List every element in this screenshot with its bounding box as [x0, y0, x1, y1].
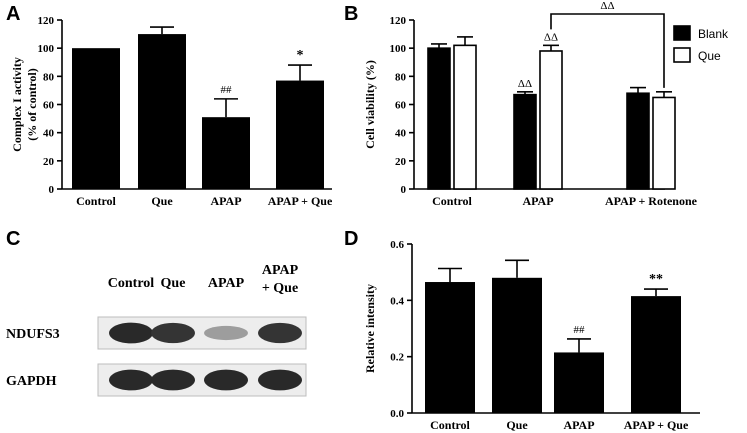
bar-d-1	[492, 277, 542, 413]
x-tick-label-b: Control	[432, 194, 472, 208]
y-axis-label-a-line: Complex I activity	[10, 57, 24, 152]
chart-d-y-tick-label: 0.2	[390, 352, 404, 364]
chart-b-y-tick-label: 40	[395, 128, 407, 140]
annotation-a: *	[297, 48, 304, 63]
blot-band	[109, 369, 153, 391]
blot-band	[109, 322, 153, 344]
bar-b-1-0	[453, 44, 477, 190]
annotation-b: ΔΔ	[544, 31, 558, 43]
y-axis-label-b-line: Cell viability (%)	[363, 60, 377, 149]
chart-b-y-tick-label: 0	[401, 184, 407, 196]
bar-d-2	[554, 352, 604, 413]
chart-b-y-tick-label: 120	[390, 15, 407, 27]
chart-b-y-tick-label: 20	[395, 156, 407, 168]
western-blot-c: Control Que APAP APAP + Que NDUFS3 GAPDH	[6, 263, 307, 397]
blot-lane-label: Control	[108, 276, 155, 291]
x-tick-label-d: APAP	[563, 418, 594, 432]
chart-a-y-tick-label: 100	[38, 43, 55, 55]
bar-d-3	[631, 296, 681, 413]
bar-a-3	[276, 80, 324, 189]
panel-letter-d: D	[344, 228, 358, 250]
y-axis-label-a: Complex I activity(% of control)	[10, 57, 39, 152]
bar-a-1	[138, 34, 186, 190]
x-tick-label-d: Control	[430, 418, 470, 432]
legend-swatch-1	[673, 47, 691, 63]
chart-b-y-tick-label: 60	[395, 100, 407, 112]
chart-d-y-tick-label: 0.4	[390, 295, 404, 307]
annotation-d: **	[649, 272, 663, 287]
annotation-a: ##	[221, 84, 233, 96]
blot-lane-label: APAP	[262, 263, 299, 278]
chart-d-y-tick-label: 0.0	[390, 408, 404, 420]
y-axis-label-b: Cell viability (%)	[363, 60, 377, 149]
blot-band	[204, 369, 248, 391]
y-axis-label-a-line: (% of control)	[25, 68, 39, 140]
chart-a-y-tick-label: 0	[49, 184, 55, 196]
x-tick-label-a: APAP + Que	[268, 194, 333, 208]
panel-letter-a: A	[6, 3, 20, 25]
bar-b-1-1	[539, 50, 563, 190]
legend-label-1: Que	[698, 49, 721, 63]
x-tick-label-a: APAP	[210, 194, 241, 208]
significance-bracket-b	[550, 13, 665, 88]
chart-a-y-tick-label: 60	[43, 100, 55, 112]
chart-d: 0.0 0.2 0.4 0.6 Control Que APAP ## APAP + Que **…	[363, 239, 700, 432]
panel-letter-c: C	[6, 228, 20, 250]
y-axis-label-d-line: Relative intensity	[363, 284, 377, 373]
blot-band	[204, 325, 248, 341]
bar-a-2	[202, 117, 250, 189]
legend-label-0: Blank	[698, 27, 729, 41]
blot-lane-label: APAP	[208, 276, 245, 291]
chart-a-y-tick-label: 40	[43, 128, 55, 140]
bar-d-0	[425, 282, 475, 413]
chart-a-y-tick-label: 20	[43, 156, 55, 168]
bar-b-1-2	[652, 96, 676, 190]
blot-band	[258, 369, 302, 391]
blot-lane-label: + Que	[262, 281, 298, 296]
blot-band	[151, 369, 195, 391]
panel-letter-b: B	[344, 3, 358, 25]
annotation-d: ##	[574, 324, 586, 336]
bar-a-0	[72, 48, 120, 189]
x-tick-label-b: APAP	[522, 194, 553, 208]
blot-lane-label: Que	[161, 276, 186, 291]
annotation-b: ΔΔ	[518, 78, 532, 90]
x-tick-label-a: Que	[151, 194, 173, 208]
x-tick-label-a: Control	[76, 194, 116, 208]
bracket-annotation-b: ΔΔ	[600, 0, 614, 12]
blot-row-label: GAPDH	[6, 374, 57, 389]
bar-b-0-1	[513, 93, 537, 190]
blot-band	[151, 322, 195, 344]
x-tick-label-d: APAP + Que	[624, 418, 689, 432]
blot-row-label: NDUFS3	[6, 327, 60, 342]
chart-a-y-tick-label: 120	[38, 15, 55, 27]
chart-b-y-tick-label: 100	[390, 43, 407, 55]
bar-b-0-2	[626, 92, 650, 190]
chart-a: 0 20 40 60 80 100 120 Control Que APAP ## APAP + Qu…	[10, 15, 333, 208]
chart-d-y-tick-label: 0.6	[390, 239, 404, 251]
chart-b: 0 20 40 60 80 100 120 ΔΔ ΔΔ Control APAP APAP + Rot…	[363, 0, 729, 208]
blot-band	[258, 322, 302, 344]
chart-a-y-tick-label: 80	[43, 71, 55, 83]
legend-swatch-0	[673, 25, 691, 41]
bar-b-0-0	[427, 47, 451, 190]
x-tick-label-d: Que	[506, 418, 528, 432]
x-tick-label-b: APAP + Rotenone	[605, 194, 698, 208]
y-axis-label-d: Relative intensity	[363, 284, 377, 373]
chart-b-y-tick-label: 80	[395, 71, 407, 83]
